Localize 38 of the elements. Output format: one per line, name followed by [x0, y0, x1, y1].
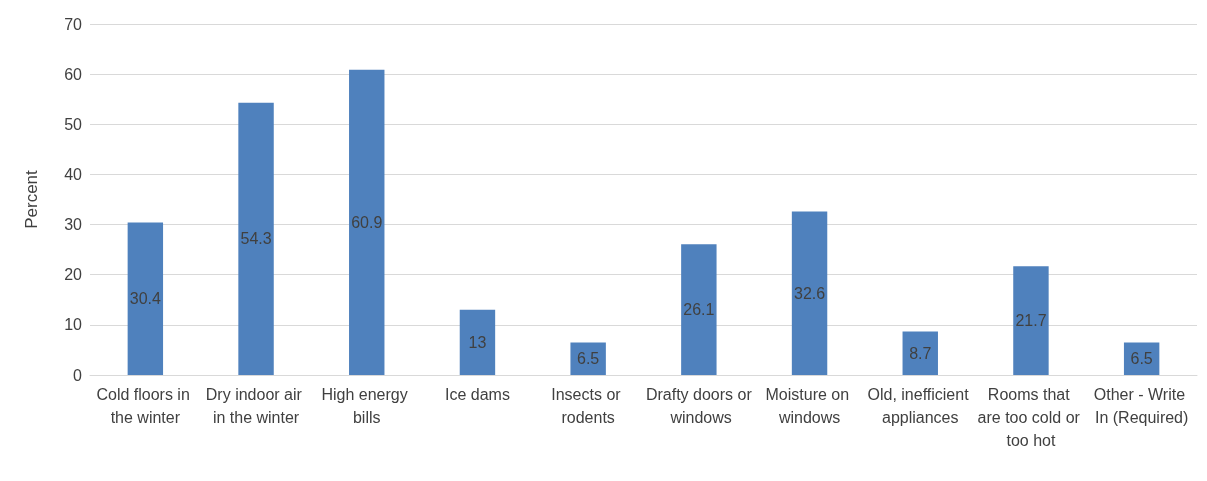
x-tick-label: High energy bills	[321, 386, 413, 426]
data-label: 60.9	[351, 213, 383, 231]
bar	[349, 69, 385, 375]
x-tick-label: Dry indoor air in the winter	[205, 386, 307, 426]
data-label: 30.4	[129, 290, 162, 308]
y-tick-label: 50	[64, 115, 83, 133]
data-label: 32.6	[793, 284, 826, 302]
bar	[902, 331, 938, 375]
bar	[459, 309, 496, 375]
x-tick-label: Old, inefficient appliances	[867, 386, 974, 426]
data-label: 21.7	[1015, 312, 1047, 330]
y-tick-label: 0	[73, 366, 83, 384]
bar	[681, 244, 717, 375]
x-tick-label: Ice dams	[444, 386, 510, 403]
y-tick-label: 30	[64, 216, 83, 234]
data-label: 54.3	[240, 230, 272, 248]
y-tick-label: 70	[64, 15, 83, 33]
y-tick-label: 10	[64, 316, 83, 334]
bar	[791, 211, 828, 375]
y-tick-label: 20	[64, 266, 83, 284]
y-tick-label: 40	[64, 165, 83, 183]
x-tick-label: Drafty doors or windows	[645, 386, 753, 426]
x-tick-label: Insects or rodents	[551, 386, 626, 426]
bar	[1013, 266, 1049, 375]
y-tick-label: 60	[64, 65, 83, 83]
bar	[570, 342, 606, 375]
data-label: 26.1	[683, 301, 715, 319]
x-tick-label: Moisture on windows	[765, 386, 854, 426]
x-tick-label: Cold floors in the winter	[96, 386, 195, 426]
x-tick-label: Other - Write In (Required)	[1093, 386, 1190, 426]
x-tick-label: Rooms that are too cold or too hot	[977, 386, 1085, 449]
data-label: 6.5	[577, 350, 600, 368]
data-label: 8.7	[909, 344, 932, 362]
y-axis-title: Percent	[22, 169, 41, 229]
data-label: 13	[468, 333, 487, 351]
data-label: 6.5	[1130, 350, 1153, 368]
bar	[238, 102, 274, 375]
bar	[127, 222, 164, 375]
